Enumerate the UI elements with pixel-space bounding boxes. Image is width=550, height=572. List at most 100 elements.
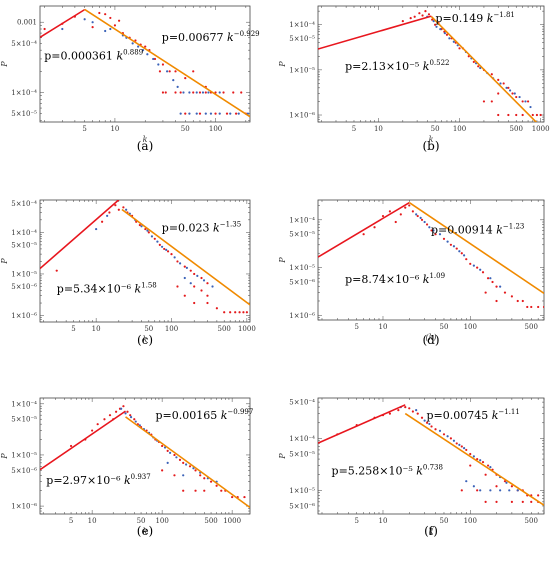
red-data-point <box>193 285 196 288</box>
blue-data-point <box>472 264 475 267</box>
red-data-point <box>158 243 161 246</box>
red-data-point <box>416 214 419 218</box>
red-data-point <box>495 285 498 288</box>
blue-data-point <box>489 277 492 280</box>
panel-5: 5 10 50 100 500 1000 1×10⁻⁶ 5×10⁻⁶ 1×10⁻⁵ 5×10⁻⁵ 1… <box>0 397 253 538</box>
red-data-point <box>188 465 192 468</box>
red-data-point <box>174 91 177 94</box>
blue-data-point <box>499 82 502 85</box>
red-data-point <box>460 489 463 492</box>
panel-label: (e) <box>137 524 153 538</box>
y-axis-title: P <box>0 258 9 265</box>
left-fit-line <box>318 15 432 50</box>
red-data-point <box>495 500 498 503</box>
blue-data-point <box>237 112 240 115</box>
red-data-point <box>126 410 129 413</box>
y-tick-label: 0.001 <box>17 19 37 27</box>
red-data-point <box>530 500 533 503</box>
blue-data-point <box>428 226 431 229</box>
blue-data-point <box>513 92 516 95</box>
red-data-point <box>455 247 458 250</box>
red-data-point <box>539 113 542 117</box>
right-fit-label: p=0.00745 k−1.11 <box>426 408 519 422</box>
y-tick-label: 1×10⁻⁵ <box>289 264 315 272</box>
red-data-point <box>104 13 107 16</box>
blue-data-point <box>185 266 188 269</box>
left-fit-label: p=5.258×10⁻⁵ k0.738 <box>332 464 443 478</box>
red-data-point <box>530 305 533 309</box>
x-tick-label: 50 <box>440 323 449 331</box>
blue-data-point <box>179 112 182 115</box>
red-data-point <box>521 100 524 103</box>
blue-data-point <box>165 248 168 251</box>
blue-data-point <box>438 429 442 432</box>
x-tick-label: 50 <box>137 517 146 525</box>
right-fit-line <box>430 16 538 122</box>
left-fit-label: p=5.34×10⁻⁶ k1.58 <box>57 282 157 296</box>
y-tick-label: 5×10⁻⁴ <box>11 40 37 48</box>
y-tick-label: 1×10⁻⁵ <box>11 451 37 459</box>
red-data-point <box>163 247 166 251</box>
blue-data-point <box>134 420 137 423</box>
blue-data-point <box>157 63 160 66</box>
minor-ticks <box>318 6 544 123</box>
plot-frame <box>39 199 251 323</box>
red-data-point <box>507 113 510 117</box>
y-tick-label: 1×10⁻⁴ <box>11 400 37 408</box>
blue-data-point <box>185 463 188 466</box>
red-data-point <box>101 220 104 223</box>
red-data-point <box>442 237 446 240</box>
red-data-point <box>373 226 376 229</box>
red-data-point <box>206 294 209 297</box>
left-fit-label: p=2.97×10⁻⁶ k0.937 <box>46 473 150 487</box>
blue-data-point <box>138 424 141 427</box>
y-axis-title: P <box>278 257 287 264</box>
blue-data-point <box>173 256 176 259</box>
blue-data-point <box>465 480 468 483</box>
red-data-point <box>55 269 58 272</box>
left-fit-label: p=8.74×10⁻⁶ k1.09 <box>345 272 445 286</box>
red-data-point <box>434 428 437 431</box>
x-tick-label: 10 <box>379 323 388 331</box>
blue-data-point <box>109 27 112 31</box>
red-data-point <box>173 453 176 457</box>
y-tick-label: 5×10⁻⁶ <box>289 278 315 286</box>
red-data-point <box>442 433 446 436</box>
red-data-point <box>153 237 156 240</box>
blue-data-point <box>188 91 191 94</box>
red-data-point <box>192 70 195 73</box>
x-tick-label: 5 <box>354 323 358 331</box>
red-data-point <box>465 448 468 452</box>
red-data-point <box>409 17 412 20</box>
red-data-point <box>476 266 479 269</box>
x-tick-label: 1000 <box>238 325 256 333</box>
blue-data-point <box>146 53 149 56</box>
red-data-point <box>138 223 141 227</box>
blue-data-point <box>166 461 169 464</box>
blue-data-point <box>141 49 145 52</box>
red-data-point <box>161 63 165 66</box>
blue-data-point <box>61 27 64 31</box>
red-data-point <box>166 449 169 453</box>
x-tick-label: 10 <box>88 517 97 525</box>
red-data-point <box>490 73 493 76</box>
red-data-point <box>108 414 112 417</box>
red-data-point <box>465 258 468 261</box>
red-data-point <box>198 112 202 115</box>
red-data-point <box>182 489 185 492</box>
red-data-point <box>184 77 187 80</box>
panel-6: 5 10 50 100 500 5×10⁻⁶ 1×10⁻⁵ 5×10⁻⁵ 1×10⁻⁴ 5×10⁻… <box>278 397 545 538</box>
blue-data-point <box>423 220 426 224</box>
red-data-point <box>215 484 218 487</box>
red-data-point <box>420 218 424 221</box>
red-data-point <box>425 421 429 424</box>
red-data-point <box>420 416 424 419</box>
right-fit-label: p=0.00677 k−0.929 <box>162 30 260 44</box>
x-tick-label: 50 <box>181 125 190 133</box>
blue-data-point <box>211 285 214 288</box>
red-data-point <box>176 285 179 288</box>
red-data-point <box>192 91 195 94</box>
red-data-point <box>109 16 112 20</box>
red-data-point <box>481 271 485 274</box>
red-data-point <box>404 206 407 209</box>
